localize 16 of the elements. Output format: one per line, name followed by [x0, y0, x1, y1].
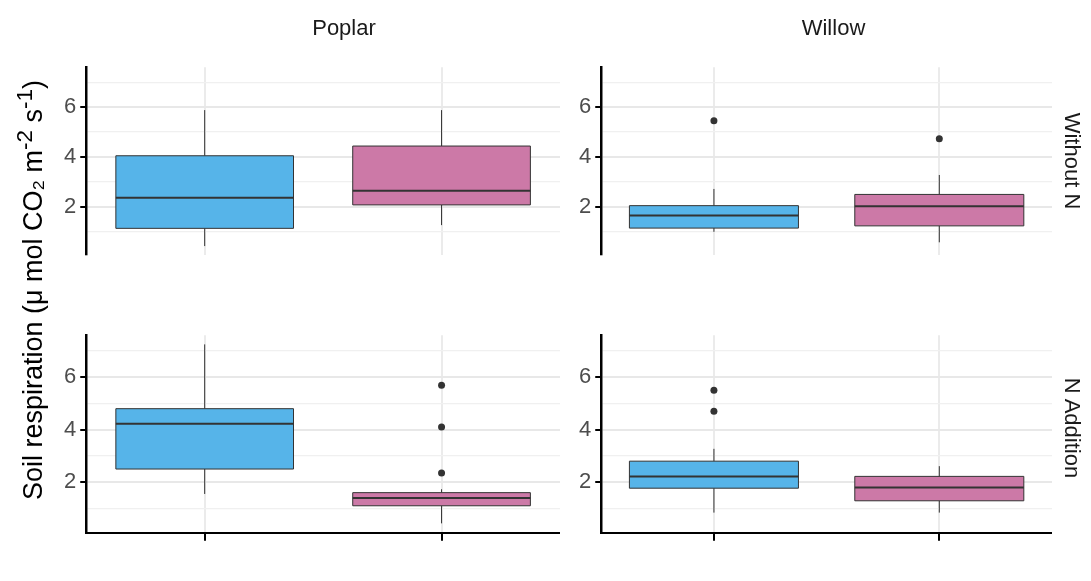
y2-axis-title: Without N: [1059, 112, 1085, 210]
y-tick-label: 6: [63, 93, 77, 119]
y-tick-label: 2: [578, 192, 592, 218]
y-tick-label: 4: [578, 415, 592, 441]
y-tick-label: 6: [63, 363, 77, 389]
y-tick-label: 4: [63, 415, 77, 441]
y2-axis-title: N Addition: [1059, 377, 1085, 479]
chart-title: Poplar: [311, 15, 377, 41]
y-tick-label: 2: [63, 192, 77, 218]
y-tick-label: 6: [578, 363, 592, 389]
chart-title: Willow: [800, 15, 867, 41]
y-tick-label: 4: [63, 143, 77, 169]
y-tick-label: 2: [578, 468, 592, 494]
y-tick-label: 4: [578, 143, 592, 169]
y-tick-label: 2: [63, 468, 77, 494]
y-tick-label: 6: [578, 93, 592, 119]
